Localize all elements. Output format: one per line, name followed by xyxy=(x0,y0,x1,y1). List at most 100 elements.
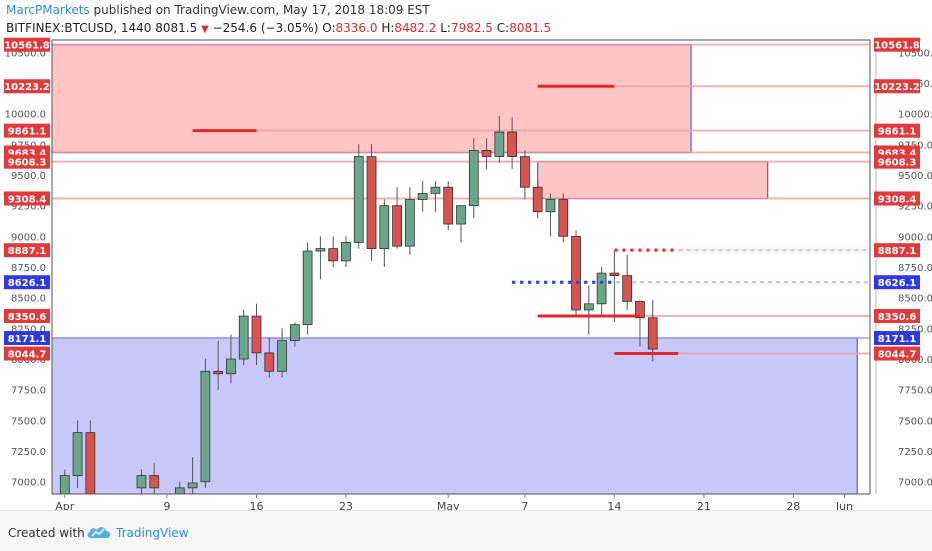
y-tick-label-right: 10500.0 xyxy=(898,48,932,59)
candle-body-28 xyxy=(468,150,479,207)
candle-body-17 xyxy=(328,248,339,262)
low-label: L: xyxy=(440,21,451,35)
candle-body-11 xyxy=(251,315,262,354)
open-label: O: xyxy=(322,21,336,35)
close-value: 8081.5 xyxy=(509,21,552,35)
x-tick-label-3: 23 xyxy=(339,500,353,513)
candle-body-15 xyxy=(302,250,313,326)
candle-body-18 xyxy=(341,242,351,262)
candle-body-22 xyxy=(392,205,402,247)
ohlc-line: BITFINEX:BTCUSD, 1440 8081.5 ▼ −254.6 (−… xyxy=(6,21,551,35)
price-tag-label-left-5: 9308.4 xyxy=(8,194,47,205)
y-tick-label-left: 7250.0 xyxy=(11,447,46,458)
candle-body-24 xyxy=(417,192,428,200)
x-tick-label-6: 14 xyxy=(607,500,621,513)
x-tick-label-0: Apr xyxy=(55,500,75,513)
price-tag-right-9 xyxy=(874,331,920,346)
price-tag-label-left-2: 9861.1 xyxy=(8,127,47,138)
candle-body-5 xyxy=(174,487,185,495)
y-tick-label-left: 9000.0 xyxy=(11,232,46,243)
price-tag-label-right-6: 8887.1 xyxy=(878,246,917,257)
y-tick-label-right: 10000.0 xyxy=(898,110,932,121)
x-tick-label-4: May xyxy=(437,500,460,513)
high-value: 8482.2 xyxy=(394,21,437,35)
last-price: 8081.5 xyxy=(155,21,198,35)
candle-body-31 xyxy=(507,131,517,157)
candle-body-40 xyxy=(622,275,633,302)
low-value: 7982.5 xyxy=(450,21,493,35)
price-tag-label-right-8: 8350.6 xyxy=(878,312,917,323)
price-tag-label-left-6: 8887.1 xyxy=(8,246,47,257)
close-label: C: xyxy=(496,21,510,35)
candle-body-30 xyxy=(494,131,505,157)
candle-body-39 xyxy=(609,272,620,276)
x-tick-label-9: Jun xyxy=(835,500,853,513)
plot-frame xyxy=(51,39,871,495)
candle-body-3 xyxy=(136,475,147,489)
tradingview-link[interactable]: TradingView xyxy=(116,526,189,540)
candle-body-2 xyxy=(85,432,96,495)
price-tag-label-right-9: 8171.1 xyxy=(878,334,917,345)
zone-red-0 xyxy=(51,44,692,153)
price-tag-label-left-9: 8171.1 xyxy=(8,334,47,345)
price-tag-label-left-7: 8626.1 xyxy=(8,278,47,289)
candle-body-16 xyxy=(315,248,326,252)
candle-body-21 xyxy=(379,205,390,249)
y-tick-label-right: 7250.0 xyxy=(898,447,932,458)
candle-body-33 xyxy=(532,186,543,213)
price-tag-right-6 xyxy=(874,243,920,258)
y-tick-label-right: 8500.0 xyxy=(898,294,932,305)
price-tag-left-10 xyxy=(4,346,50,361)
y-tick-label-left: 10500.0 xyxy=(5,48,46,59)
candle-body-19 xyxy=(353,156,364,243)
y-tick-label-left: 8250.0 xyxy=(11,324,46,335)
candle-body-12 xyxy=(264,352,275,372)
price-tag-label-right-0: 10561.8 xyxy=(874,41,920,52)
price-tag-label-left-8: 8350.6 xyxy=(8,312,47,323)
y-tick-label-right: 9250.0 xyxy=(898,202,932,213)
footer-bar: Created with TradingView xyxy=(0,510,932,551)
candle-body-42 xyxy=(647,317,658,350)
y-tick-label-left: 7000.0 xyxy=(11,478,46,489)
y-tick-label-left: 9250.0 xyxy=(11,202,46,213)
candle-body-35 xyxy=(558,199,569,237)
publish-line: MarcPMarkets published on TradingView.co… xyxy=(6,3,430,17)
price-tag-label-left-1: 10223.2 xyxy=(4,82,50,93)
price-tag-right-1 xyxy=(874,79,920,94)
price-tag-label-left-3: 9683.4 xyxy=(8,148,47,159)
y-tick-label-left: 8500.0 xyxy=(11,294,46,305)
price-tag-right-0 xyxy=(874,37,920,52)
price-tag-right-2 xyxy=(874,123,920,138)
price-tag-right-10 xyxy=(874,346,920,361)
price-tag-label-right-3: 9683.4 xyxy=(878,148,917,159)
open-value: 8336.0 xyxy=(335,21,378,35)
x-tick-label-7: 21 xyxy=(697,500,711,513)
publish-info: published on TradingView.com, May 17, 20… xyxy=(89,3,430,17)
candle-body-26 xyxy=(443,186,454,225)
price-tag-label-left-4: 9608.3 xyxy=(8,158,47,169)
candle-body-6 xyxy=(187,482,198,489)
y-tick-label-right: 9500.0 xyxy=(898,171,932,182)
candle-body-23 xyxy=(405,199,415,247)
price-tag-left-9 xyxy=(4,331,50,346)
candle-body-37 xyxy=(583,303,594,311)
y-tick-label-right: 8750.0 xyxy=(898,263,932,274)
candle-body-29 xyxy=(481,150,492,157)
price-tag-left-5 xyxy=(4,191,50,206)
price-tag-right-4 xyxy=(874,154,920,169)
x-tick-label-1: 9 xyxy=(164,500,171,513)
tradingview-cloud-icon[interactable] xyxy=(86,525,112,539)
price-tag-left-1 xyxy=(4,79,50,94)
created-with-text: Created with xyxy=(8,526,85,540)
price-tag-label-left-0: 10561.8 xyxy=(4,41,50,52)
candle-body-20 xyxy=(366,156,377,249)
y-tick-label-right: 8250.0 xyxy=(898,324,932,335)
candle-body-1 xyxy=(72,432,83,476)
author-link[interactable]: MarcPMarkets xyxy=(6,3,90,17)
zone-red-1 xyxy=(537,161,769,199)
candle-body-32 xyxy=(520,156,530,188)
candle-body-7 xyxy=(200,370,211,483)
candle-body-36 xyxy=(571,235,581,311)
candle-body-10 xyxy=(238,315,249,360)
